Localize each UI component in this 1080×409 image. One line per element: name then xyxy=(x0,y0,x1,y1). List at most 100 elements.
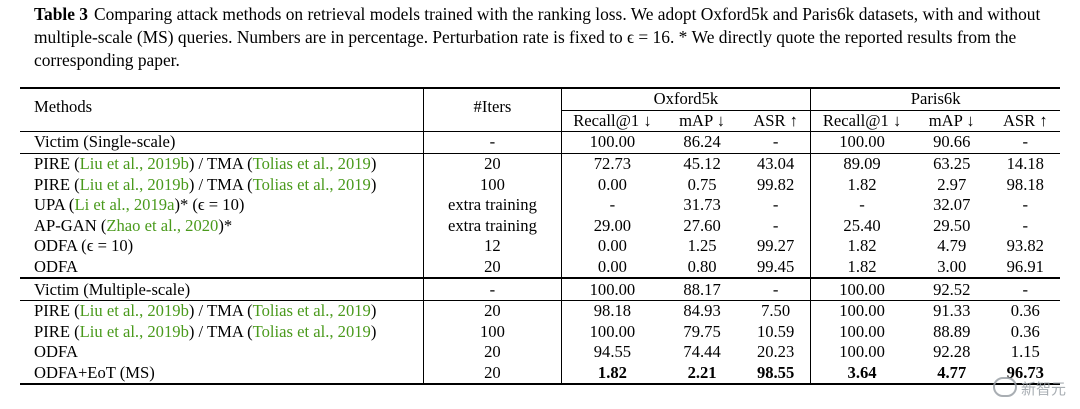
value-cell: 98.18 xyxy=(560,299,664,322)
value-cell: 0.00 xyxy=(560,236,664,257)
citation-link[interactable]: Tolias et al., 2019 xyxy=(252,321,371,341)
value-cell: 14.18 xyxy=(990,152,1060,175)
value-cell: 27.60 xyxy=(683,215,721,235)
value-cell: - xyxy=(990,277,1060,301)
method-cell: ODFA+EoT (MS) xyxy=(20,362,424,386)
citation-link[interactable]: Tolias et al., 2019 xyxy=(252,154,371,174)
method-text: ) xyxy=(370,301,377,321)
table-row: ODFA 20 0.00 0.80 99.45 1.82 3.00 96.91 xyxy=(20,256,1060,279)
value-cell: 88.89 xyxy=(933,321,971,341)
iters-cell: - xyxy=(423,277,562,301)
method-cell: ODFA xyxy=(34,342,78,362)
method-text: PIRE ( xyxy=(34,321,80,341)
method-cell: ODFA (ϵ = 10) xyxy=(34,236,134,256)
value-cell: 98.55 xyxy=(740,362,811,386)
method-text: ) / TMA ( xyxy=(188,154,253,174)
method-cell: Victim (Multiple-scale) xyxy=(20,277,424,301)
watermark-text: 新智元 xyxy=(1020,380,1066,398)
method-cell: ODFA xyxy=(34,257,78,277)
table-row: PIRE (Liu et al., 2019b) / TMA (Tolias e… xyxy=(20,321,1060,343)
citation-link[interactable]: Liu et al., 2019b xyxy=(79,154,189,174)
method-text: )* (ϵ = 10) xyxy=(174,195,245,215)
iters-cell: extra training xyxy=(423,194,562,216)
value-cell: - xyxy=(772,195,779,215)
iters-cell: 20 xyxy=(423,342,562,363)
header-oxford-asr: ASR ↑ xyxy=(753,110,798,130)
method-cell: PIRE (Liu et al., 2019b) / TMA (Tolias e… xyxy=(20,152,424,175)
caption-text: Comparing attack methods on retrieval mo… xyxy=(34,4,1041,70)
value-cell: 100.00 xyxy=(810,299,913,322)
value-cell: 100.00 xyxy=(560,321,664,343)
value-cell: - xyxy=(740,277,811,301)
citation-link[interactable]: Tolias et al., 2019 xyxy=(252,301,371,321)
iters-cell: 100 xyxy=(423,321,562,343)
value-cell: 25.40 xyxy=(810,215,913,237)
value-cell: 88.17 xyxy=(663,277,741,301)
method-cell: PIRE (Liu et al., 2019b) / TMA (Tolias e… xyxy=(20,322,424,343)
value-cell: 96.91 xyxy=(1006,257,1044,277)
method-text: ) / TMA ( xyxy=(188,174,253,194)
method-text: PIRE ( xyxy=(34,301,80,321)
method-text: ) xyxy=(370,174,377,194)
value-cell: 0.36 xyxy=(1010,321,1040,341)
value-cell: 20.23 xyxy=(756,342,795,362)
iters-cell: 20 xyxy=(423,256,562,279)
header-row-1: Methods #Iters Oxford5k Paris6k xyxy=(20,86,1060,132)
citation-link[interactable]: Tolias et al., 2019 xyxy=(252,174,371,194)
value-cell: - xyxy=(740,131,811,154)
value-cell: 100.00 xyxy=(810,342,913,363)
table-row: UPA (Li et al., 2019a)* (ϵ = 10) extra t… xyxy=(20,194,1060,216)
header-oxford5k: Oxford5k xyxy=(560,86,811,111)
value-cell: 3.00 xyxy=(937,257,967,277)
value-cell: 3.64 xyxy=(810,362,913,386)
value-cell: - xyxy=(1022,195,1029,215)
value-cell: 0.00 xyxy=(560,256,664,279)
citation-link[interactable]: Liu et al., 2019b xyxy=(79,174,189,194)
iters-cell: - xyxy=(423,131,562,154)
table-row: PIRE (Liu et al., 2019b) / TMA (Tolias e… xyxy=(20,152,1060,175)
citation-link[interactable]: Li et al., 2019a xyxy=(74,195,175,215)
method-cell: Victim (Single-scale) xyxy=(20,131,424,154)
value-cell: 92.52 xyxy=(912,277,991,301)
table-row: AP-GAN (Zhao et al., 2020)* extra traini… xyxy=(20,215,1060,237)
value-cell: 43.04 xyxy=(740,152,811,175)
value-cell: 100.00 xyxy=(810,131,913,154)
value-cell: 1.25 xyxy=(687,236,717,256)
header-oxford-map: mAP ↓ xyxy=(679,110,726,130)
watermark: 新智元 xyxy=(992,377,1066,399)
value-cell: 99.45 xyxy=(756,257,795,277)
header-methods: Methods xyxy=(20,87,424,132)
value-cell: 100.00 xyxy=(810,321,913,343)
method-text: PIRE ( xyxy=(34,174,80,194)
header-paris-map: mAP ↓ xyxy=(928,110,975,130)
value-cell: 1.15 xyxy=(1010,342,1040,362)
value-cell: - xyxy=(772,215,779,235)
method-text: ) / TMA ( xyxy=(188,321,253,341)
citation-link[interactable]: Zhao et al., 2020 xyxy=(106,215,219,235)
method-text: AP-GAN ( xyxy=(34,215,107,235)
table-row: ODFA+EoT (MS) 20 1.82 2.21 98.55 3.64 4.… xyxy=(20,362,1060,386)
citation-link[interactable]: Liu et al., 2019b xyxy=(79,301,189,321)
value-cell: 86.24 xyxy=(663,131,741,154)
value-cell: 91.33 xyxy=(912,299,991,322)
citation-link[interactable]: Liu et al., 2019b xyxy=(79,321,189,341)
value-cell: 7.50 xyxy=(740,299,811,322)
value-cell: 84.93 xyxy=(663,299,741,322)
table-row: ODFA 20 94.55 74.44 20.23 100.00 92.28 1… xyxy=(20,342,1060,363)
header-paris-recall: Recall@1 ↓ xyxy=(810,110,913,132)
table-row: PIRE (Liu et al., 2019b) / TMA (Tolias e… xyxy=(20,299,1060,322)
table-row: Victim (Single-scale) - 100.00 86.24 - 1… xyxy=(20,131,1060,154)
value-cell: 29.50 xyxy=(933,215,971,235)
value-cell: 32.07 xyxy=(933,195,971,215)
value-cell: 90.66 xyxy=(912,131,991,154)
value-cell: 1.82 xyxy=(810,256,913,279)
method-text: )* xyxy=(218,215,233,235)
value-cell: - xyxy=(810,194,913,216)
value-cell: 72.73 xyxy=(560,152,664,175)
value-cell: 79.75 xyxy=(683,321,721,341)
value-cell: 1.82 xyxy=(810,174,913,195)
iters-cell: 12 xyxy=(423,236,562,257)
value-cell: 31.73 xyxy=(683,195,721,215)
method-cell: UPA (Li et al., 2019a)* (ϵ = 10) xyxy=(20,195,424,216)
iters-cell: 20 xyxy=(423,152,562,175)
